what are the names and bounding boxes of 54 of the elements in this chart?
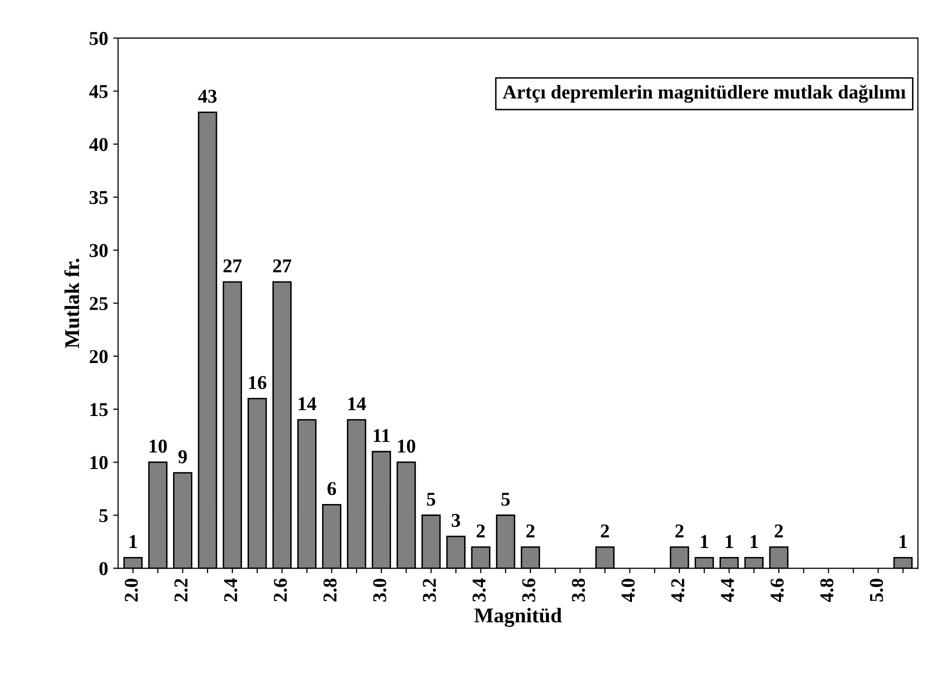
x-axis-title: Magnitüd (474, 608, 562, 627)
data-label: 6 (328, 482, 336, 496)
x-tick-label: 2.0 (124, 578, 138, 602)
x-tick-label: 5.0 (870, 578, 884, 602)
x-tick-label: 2.6 (274, 578, 287, 602)
y-tick-label: 25 (90, 297, 108, 310)
data-label: 16 (249, 376, 266, 390)
data-label: 14 (348, 397, 366, 410)
x-tick-label: 4.4 (721, 578, 734, 602)
data-label: 1 (900, 535, 907, 548)
x-tick-label: 3.4 (472, 578, 486, 602)
y-tick-label: 15 (90, 403, 108, 416)
y-tick-label: 35 (90, 191, 108, 204)
y-tick-label: 10 (90, 456, 108, 470)
data-label: 1 (750, 535, 758, 548)
data-label: 3 (452, 514, 460, 527)
x-tick-label: 4.2 (671, 578, 684, 602)
y-tick-label: 50 (90, 32, 108, 46)
x-tick-label: 4.0 (622, 578, 635, 602)
x-tick-label: 2.8 (323, 578, 337, 602)
data-label: 10 (150, 440, 167, 453)
data-label: 9 (178, 450, 187, 464)
data-label: 1 (726, 535, 733, 548)
y-tick-label: 40 (89, 138, 108, 152)
data-label: 2 (774, 524, 783, 538)
x-tick-label: 3.8 (572, 578, 586, 602)
x-tick-label: 2.2 (174, 578, 188, 602)
data-label: 1 (130, 535, 137, 548)
y-tick-label: 30 (90, 244, 108, 258)
x-tick-label: 4.8 (820, 578, 834, 602)
data-label: 2 (600, 524, 609, 538)
data-label: 14 (298, 397, 316, 410)
data-label: 27 (273, 259, 292, 272)
text: Artçı depremlerin magnitüdlere mutlak dağılımı (502, 84, 906, 103)
x-tick-label: 3.6 (522, 578, 536, 602)
data-label: 1 (700, 535, 708, 548)
x-tick-label: 2.4 (224, 578, 238, 602)
x-tick-label: 3.2 (422, 578, 436, 602)
y-tick-label: 20 (90, 350, 108, 364)
data-label: 10 (398, 440, 416, 453)
y-tick-label: 45 (89, 85, 108, 98)
data-label: 2 (675, 524, 684, 538)
data-label: 43 (198, 90, 217, 103)
x-tick-label: 4.6 (770, 578, 784, 602)
data-label: 2 (476, 524, 485, 538)
data-label: 27 (223, 259, 242, 272)
y-tick-label: 5 (99, 509, 108, 522)
data-label: 11 (374, 429, 390, 442)
data-label: 5 (502, 492, 510, 506)
data-label: 2 (526, 524, 534, 538)
y-axis-title: Mutlak fr. (64, 258, 80, 348)
x-tick-label: 3.0 (373, 578, 386, 602)
data-label: 5 (426, 492, 436, 506)
y-tick-label: 0 (99, 562, 108, 576)
